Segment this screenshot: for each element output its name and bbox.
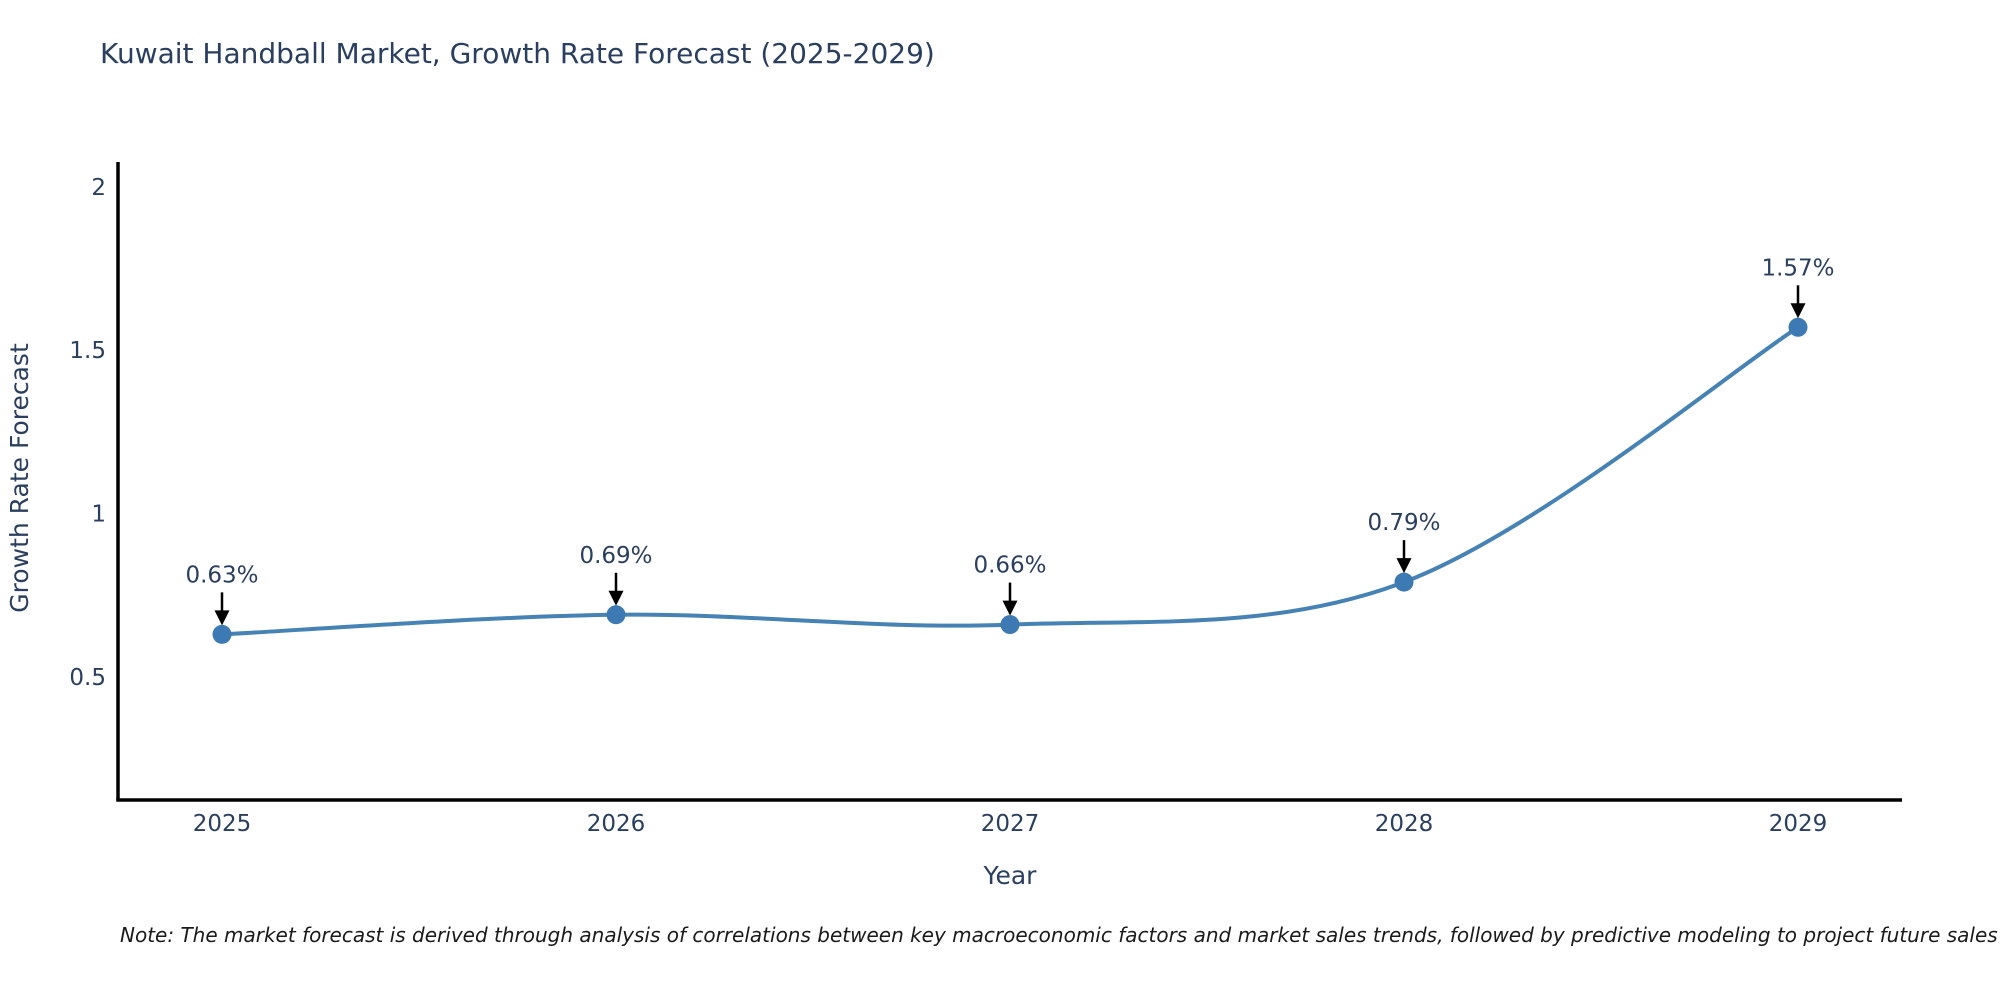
series-line [220,325,1800,637]
point-value-label: 0.69% [579,543,652,569]
point-annotation: 0.79% [1367,510,1441,574]
y-tick-label: 0.5 [69,665,106,691]
point-annotation: 0.66% [973,553,1047,616]
x-tick-label: 2027 [981,811,1040,837]
data-point-marker [1788,317,1808,337]
point-value-label: 0.79% [1367,510,1440,536]
y-axis-tick-labels: 0.5 1 1.5 2 [69,175,106,691]
x-tick-label: 2029 [1769,811,1828,837]
point-value-label: 0.66% [973,553,1046,579]
annotation-arrowhead-icon [1002,600,1018,616]
x-tick-label: 2026 [587,811,646,837]
point-annotation: 1.57% [1761,255,1835,319]
x-tick-label: 2025 [193,811,252,837]
data-point-marker [1394,572,1414,592]
data-point-marker [1000,615,1020,635]
point-annotation: 0.63% [185,562,259,626]
chart-footnote: Note: The market forecast is derived thr… [120,923,1998,947]
point-annotations: 0.63% 0.69% 0.66% 0.79% 1.57% [185,255,1835,626]
point-value-label: 1.57% [1761,255,1834,281]
annotation-arrowhead-icon [608,590,624,606]
point-value-label: 0.63% [185,562,258,588]
data-point-marker [606,605,626,625]
y-axis-title: Growth Rate Forecast [5,343,34,613]
point-annotation: 0.69% [579,543,653,606]
y-tick-label: 1 [91,502,106,528]
y-tick-label: 2 [91,175,106,201]
chart-title: Kuwait Handball Market, Growth Rate Fore… [100,37,935,70]
x-axis-tick-labels: 2025 2026 2027 2028 2029 [193,811,1828,837]
y-tick-label: 1.5 [69,338,106,364]
x-axis-title: Year [983,861,1038,890]
annotation-arrowhead-icon [214,610,230,626]
data-point-marker [212,624,232,644]
annotation-arrowhead-icon [1396,558,1412,574]
series-markers [212,317,1808,644]
annotation-arrowhead-icon [1790,303,1806,319]
x-tick-label: 2028 [1375,811,1434,837]
